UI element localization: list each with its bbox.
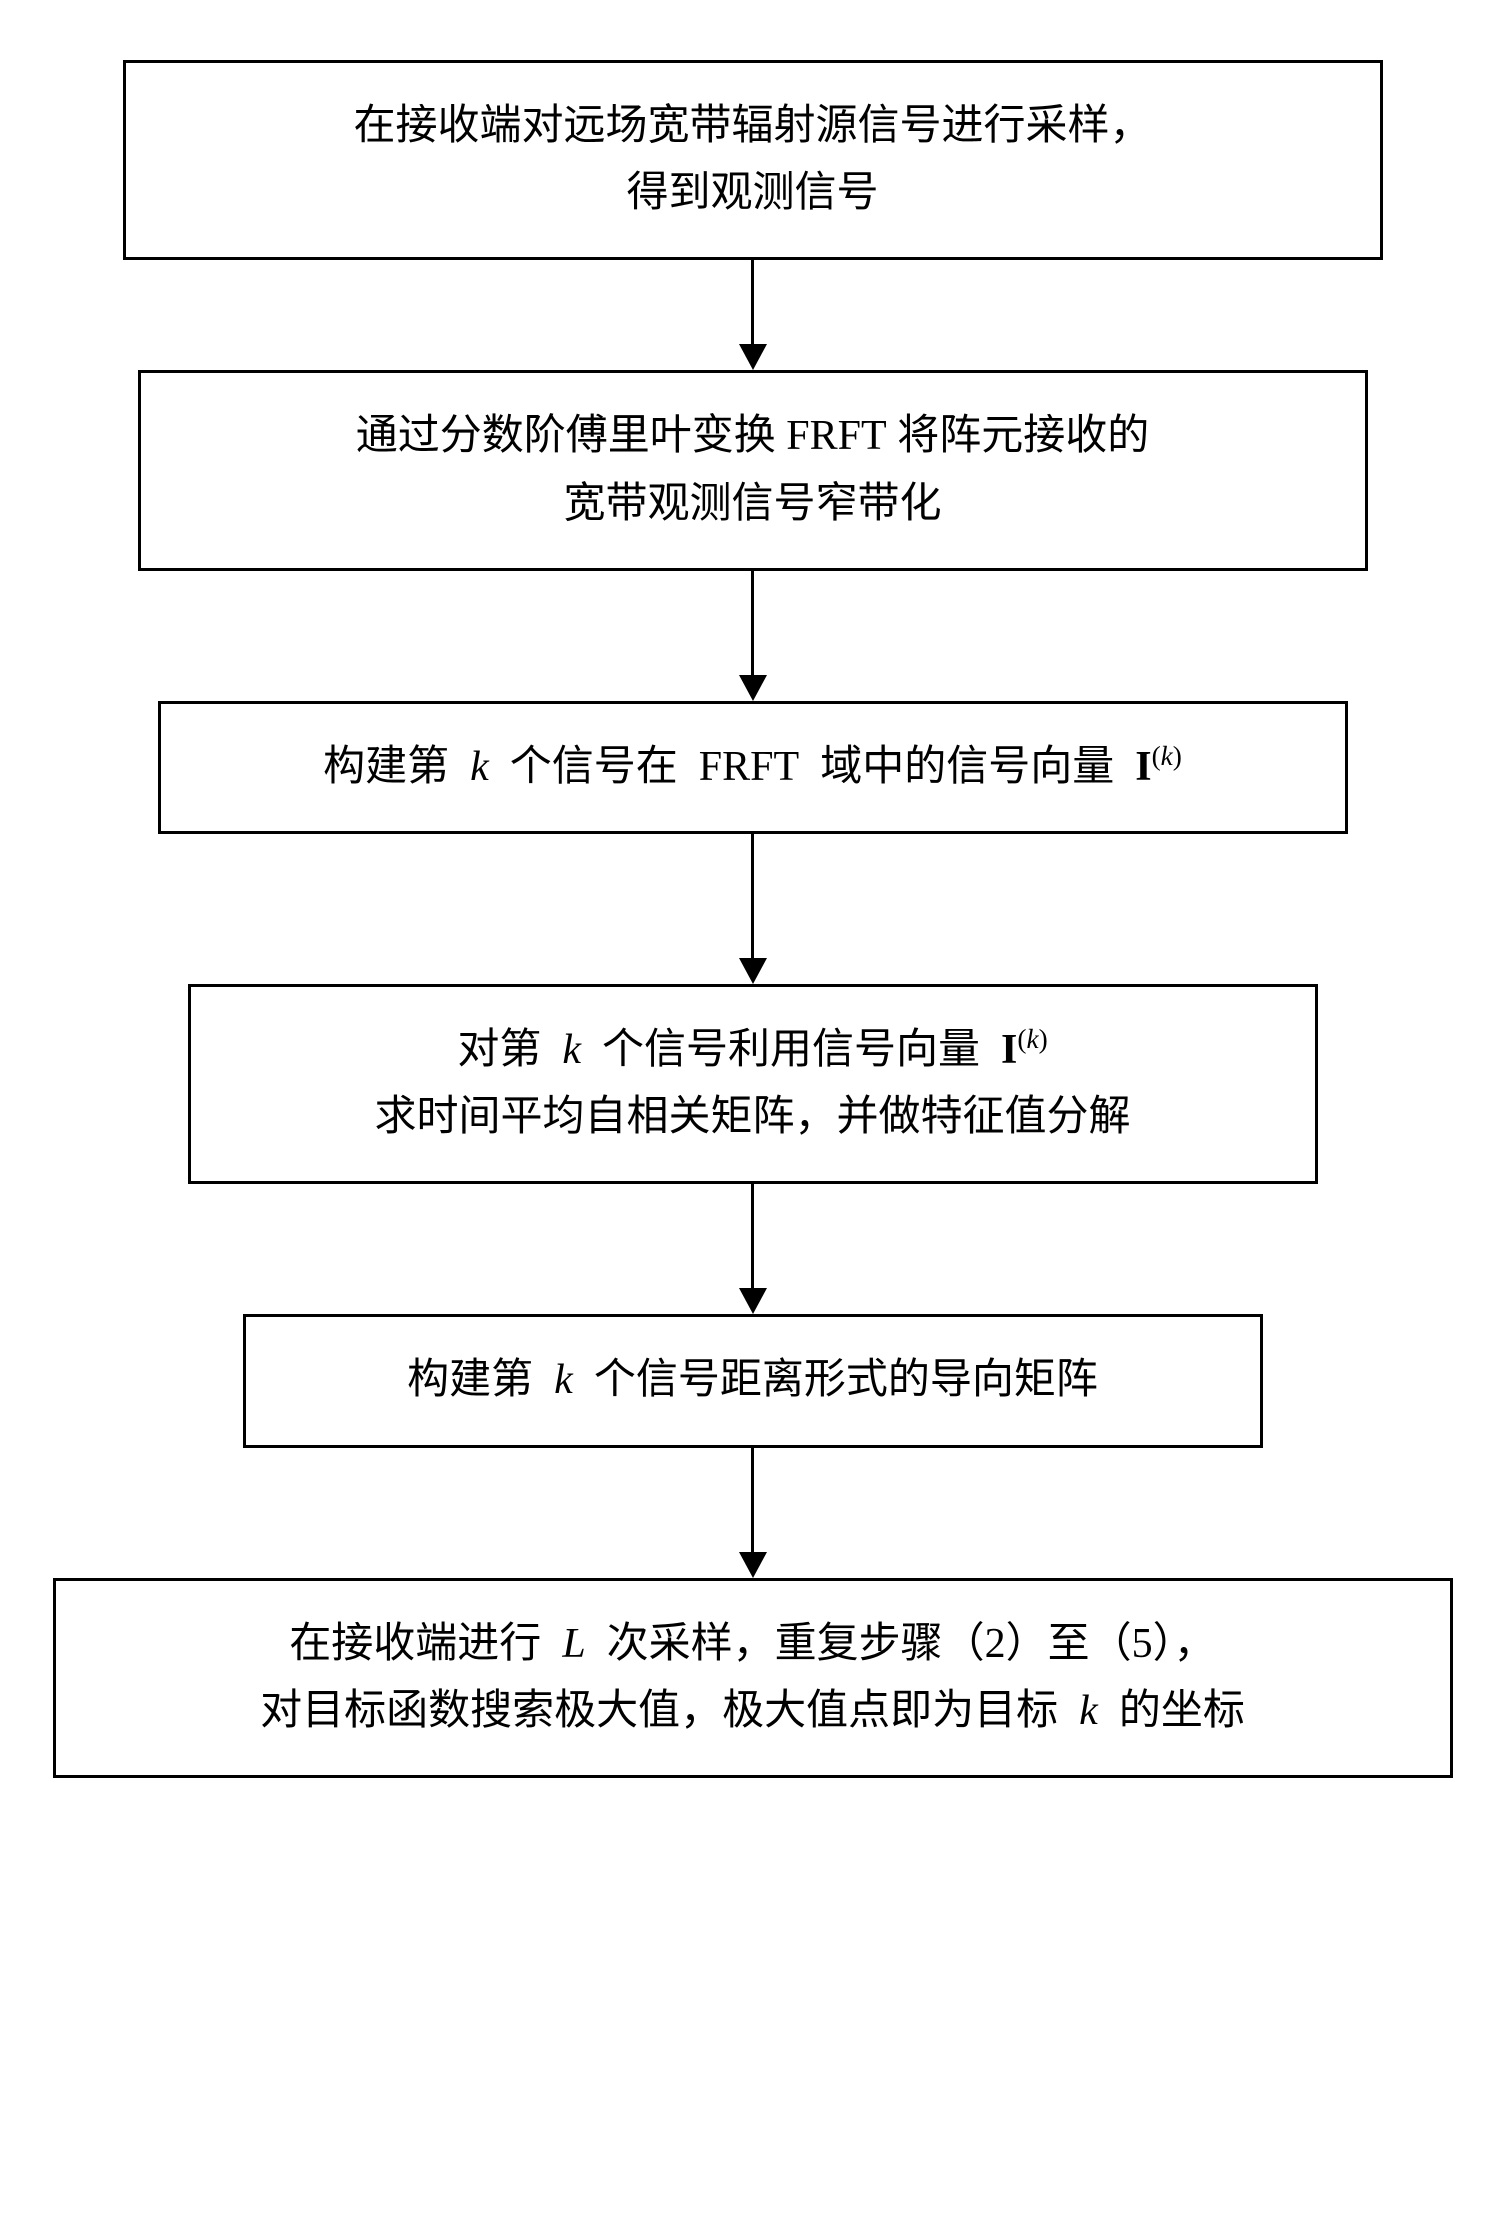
arrow-head-icon — [739, 958, 767, 984]
text: 构建第 — [407, 1357, 533, 1403]
text — [460, 744, 471, 790]
arrow-shaft — [751, 260, 754, 344]
text: 个信号在 — [510, 744, 678, 790]
frft-text: FRFT — [699, 744, 799, 790]
text — [688, 744, 699, 790]
var-I: I — [1135, 744, 1151, 790]
text: 次采样，重复步骤（2）至（5）， — [607, 1621, 1216, 1667]
text: 构建第 — [323, 744, 449, 790]
text: 个信号利用信号向量 — [602, 1027, 980, 1073]
flow-node-2-line1: 通过分数阶傅里叶变换 FRFT 将阵元接收的 — [181, 403, 1325, 470]
superscript: (k) — [1152, 741, 1182, 771]
flow-arrow-1 — [739, 260, 767, 370]
flow-node-4-line1: 对第 k 个信号利用信号向量 I(k) — [231, 1017, 1275, 1084]
text — [991, 1027, 1002, 1073]
text — [552, 1621, 563, 1667]
text — [581, 1027, 592, 1073]
var-I: I — [1001, 1027, 1017, 1073]
var-k: k — [470, 744, 489, 790]
superscript: (k) — [1017, 1024, 1047, 1054]
flow-node-1-line1: 在接收端对远场宽带辐射源信号进行采样， — [166, 93, 1340, 160]
text: 将阵元接收的 — [897, 413, 1149, 459]
text: 的坐标 — [1119, 1688, 1245, 1734]
text — [552, 1027, 563, 1073]
flow-node-1: 在接收端对远场宽带辐射源信号进行采样， 得到观测信号 — [123, 60, 1383, 260]
frft-text: FRFT — [786, 413, 886, 459]
flow-arrow-3 — [739, 834, 767, 984]
text: 在接收端进行 — [289, 1621, 541, 1667]
arrow-shaft — [751, 834, 754, 958]
text: 个信号距离形式的导向矩阵 — [594, 1357, 1098, 1403]
text — [799, 744, 810, 790]
text: 对第 — [457, 1027, 541, 1073]
arrow-shaft — [751, 1448, 754, 1552]
var-k: k — [1079, 1688, 1098, 1734]
flow-node-5: 构建第 k 个信号距离形式的导向矩阵 — [243, 1314, 1263, 1447]
text — [1098, 1688, 1109, 1734]
flow-node-2: 通过分数阶傅里叶变换 FRFT 将阵元接收的 宽带观测信号窄带化 — [138, 370, 1368, 570]
text — [586, 1621, 597, 1667]
arrow-shaft — [751, 1184, 754, 1288]
text — [1125, 744, 1136, 790]
flow-node-3-line1: 构建第 k 个信号在 FRFT 域中的信号向量 I(k) — [201, 734, 1305, 801]
var-L: L — [562, 1621, 585, 1667]
flow-node-6-line2: 对目标函数搜索极大值，极大值点即为目标 k 的坐标 — [96, 1678, 1410, 1745]
text — [489, 744, 500, 790]
flow-node-6-line1: 在接收端进行 L 次采样，重复步骤（2）至（5）， — [96, 1611, 1410, 1678]
flow-node-2-line2: 宽带观测信号窄带化 — [181, 471, 1325, 538]
flow-node-1-line2: 得到观测信号 — [166, 160, 1340, 227]
flow-node-4: 对第 k 个信号利用信号向量 I(k) 求时间平均自相关矩阵，并做特征值分解 — [188, 984, 1318, 1184]
arrow-shaft — [751, 571, 754, 675]
var-k: k — [562, 1027, 581, 1073]
var-k: k — [554, 1357, 573, 1403]
text — [544, 1357, 555, 1403]
flow-node-4-line2: 求时间平均自相关矩阵，并做特征值分解 — [231, 1084, 1275, 1151]
flow-node-5-line1: 构建第 k 个信号距离形式的导向矩阵 — [286, 1347, 1220, 1414]
text: 通过分数阶傅里叶变换 — [356, 413, 776, 459]
text — [1069, 1688, 1080, 1734]
flow-node-6: 在接收端进行 L 次采样，重复步骤（2）至（5）， 对目标函数搜索极大值，极大值… — [53, 1578, 1453, 1778]
text — [573, 1357, 584, 1403]
text: 对目标函数搜索极大值，极大值点即为目标 — [260, 1688, 1058, 1734]
flow-arrow-5 — [739, 1448, 767, 1578]
text: 域中的信号向量 — [820, 744, 1114, 790]
arrow-head-icon — [739, 1288, 767, 1314]
arrow-head-icon — [739, 675, 767, 701]
arrow-head-icon — [739, 1552, 767, 1578]
flow-node-3: 构建第 k 个信号在 FRFT 域中的信号向量 I(k) — [158, 701, 1348, 834]
flow-arrow-2 — [739, 571, 767, 701]
arrow-head-icon — [739, 344, 767, 370]
flow-arrow-4 — [739, 1184, 767, 1314]
